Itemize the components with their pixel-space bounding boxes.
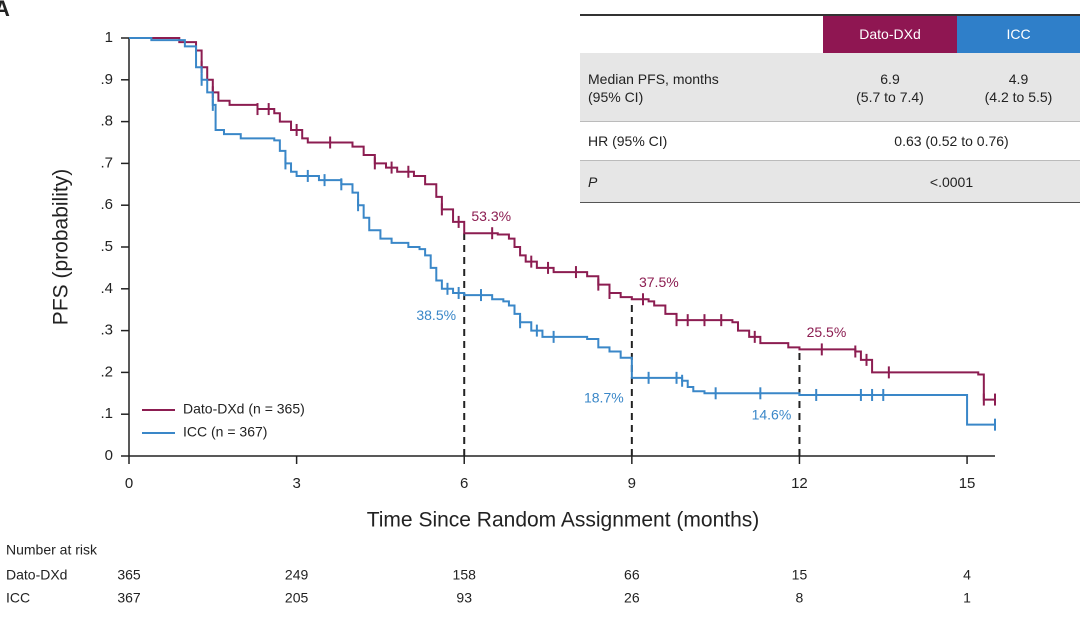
text: Median PFS, months — [588, 71, 719, 87]
text: (4.2 to 5.5) — [984, 89, 1053, 105]
row-bg — [580, 53, 1080, 122]
x-axis-label: Time Since Random Assignment (months) — [367, 509, 760, 532]
cell: 6.9 (5.7 to 7.4) — [823, 70, 957, 106]
legend-label: ICC (n = 367) — [183, 424, 267, 440]
risk-count: 249 — [285, 567, 309, 583]
risk-count: 26 — [624, 590, 640, 606]
row-label: P — [588, 174, 598, 190]
x-tick-label: 3 — [292, 475, 300, 492]
risk-row-label: Dato-DXd — [6, 567, 67, 583]
row-rule — [580, 202, 1080, 203]
text: 4.9 — [1008, 71, 1029, 87]
risk-row-label: ICC — [6, 590, 30, 606]
risk-count: 367 — [117, 590, 141, 606]
y-tick-label: 1 — [105, 29, 113, 46]
column-header: Dato-DXd — [823, 16, 957, 53]
x-tick-label: 12 — [791, 475, 808, 492]
y-tick-label: 0 — [105, 447, 113, 464]
panel-label: A — [0, 0, 10, 21]
y-tick-label: .8 — [100, 113, 113, 130]
row-rule — [580, 121, 1080, 122]
row-rule — [580, 160, 1080, 161]
y-axis-label: PFS (probability) — [50, 169, 73, 325]
landmark-label: 18.7% — [584, 390, 624, 406]
row-label: HR (95% CI) — [588, 133, 668, 149]
column-header: ICC — [957, 16, 1080, 53]
y-tick-label: .9 — [100, 71, 113, 88]
x-tick-label: 15 — [959, 475, 976, 492]
y-tick-label: .3 — [100, 322, 113, 339]
risk-title: Number at risk — [6, 542, 98, 558]
risk-count: 4 — [963, 567, 971, 583]
risk-count: 8 — [796, 590, 804, 606]
y-tick-label: .2 — [100, 363, 113, 380]
risk-count: 66 — [624, 567, 640, 583]
landmark-label: 53.3% — [471, 208, 511, 224]
cell: 4.9 (4.2 to 5.5) — [957, 70, 1080, 106]
y-tick-label: .5 — [100, 238, 113, 255]
landmark-label: 37.5% — [639, 274, 679, 290]
landmark-label: 38.5% — [416, 307, 456, 323]
table-rule — [580, 14, 1080, 16]
y-tick-label: .1 — [100, 405, 113, 422]
risk-count: 205 — [285, 590, 309, 606]
landmark-label: 25.5% — [807, 324, 847, 340]
y-tick-label: .7 — [100, 154, 113, 171]
legend-label: Dato-DXd (n = 365) — [183, 401, 305, 417]
text: (95% CI) — [588, 89, 644, 105]
risk-count: 158 — [453, 567, 477, 583]
km-curve — [129, 37, 995, 426]
y-tick-label: .4 — [100, 280, 113, 297]
cell: <.0001 — [929, 174, 974, 190]
row-label: Median PFS, months (95% CI) — [588, 70, 719, 106]
cell: 0.63 (0.52 to 0.76) — [894, 133, 1009, 149]
x-tick-label: 9 — [628, 475, 636, 492]
text: (5.7 to 7.4) — [856, 89, 924, 105]
risk-count: 365 — [117, 567, 141, 583]
risk-count: 1 — [963, 590, 971, 606]
text: 6.9 — [880, 71, 900, 87]
risk-count: 15 — [792, 567, 808, 583]
row-bg — [580, 160, 1080, 203]
landmark-label: 14.6% — [752, 407, 792, 423]
y-tick-label: .6 — [100, 196, 113, 213]
km-curve — [129, 37, 995, 401]
risk-count: 93 — [456, 590, 472, 606]
x-tick-label: 6 — [460, 475, 468, 492]
x-tick-label: 0 — [125, 475, 133, 492]
